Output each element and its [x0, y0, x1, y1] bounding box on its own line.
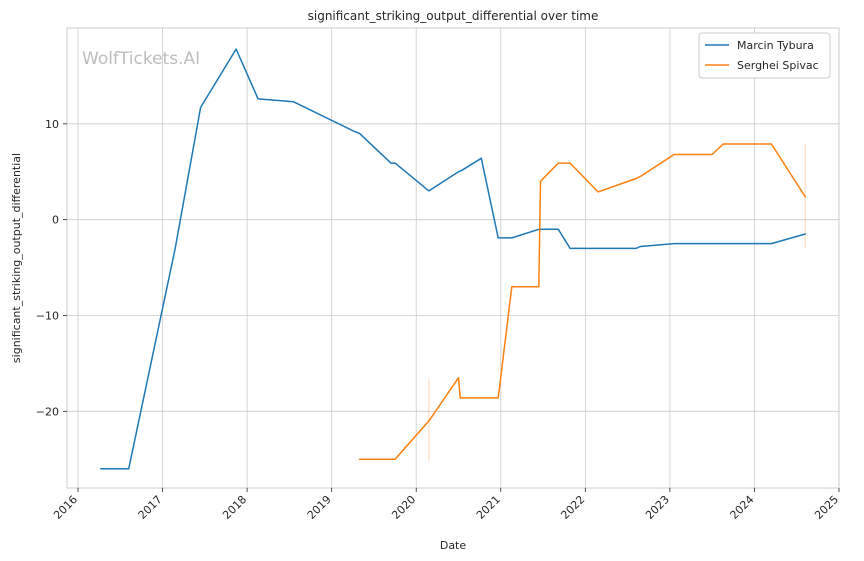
legend-label-marcin-tybura: Marcin Tybura [737, 39, 814, 52]
series-line-marcin-tybura [100, 48, 806, 470]
y-tick-label-20: −20 [36, 405, 59, 418]
x-axis-title: Date [440, 539, 467, 552]
grid-lines [67, 28, 840, 488]
legend-box [698, 32, 831, 79]
series-lines [100, 48, 806, 470]
y-tick-label-0: 0 [52, 214, 59, 227]
watermark-text: WolfTickets.AI [82, 49, 200, 69]
series-line-serghei-spivac [358, 143, 806, 461]
y-axis-title: significant_striking_output_differential [10, 153, 23, 363]
y-tick-label-10: −10 [36, 310, 59, 323]
plot-area-border [66, 27, 840, 489]
chart-title: significant_striking_output_differential… [308, 9, 599, 23]
y-tick-label-10: 10 [45, 118, 59, 131]
legend: Marcin Tybura Serghei Spivac [698, 32, 831, 79]
y-axis-ticks: −20 −10 0 10 [36, 118, 67, 418]
legend-label-serghei-spivac: Serghei Spivac [737, 59, 819, 72]
